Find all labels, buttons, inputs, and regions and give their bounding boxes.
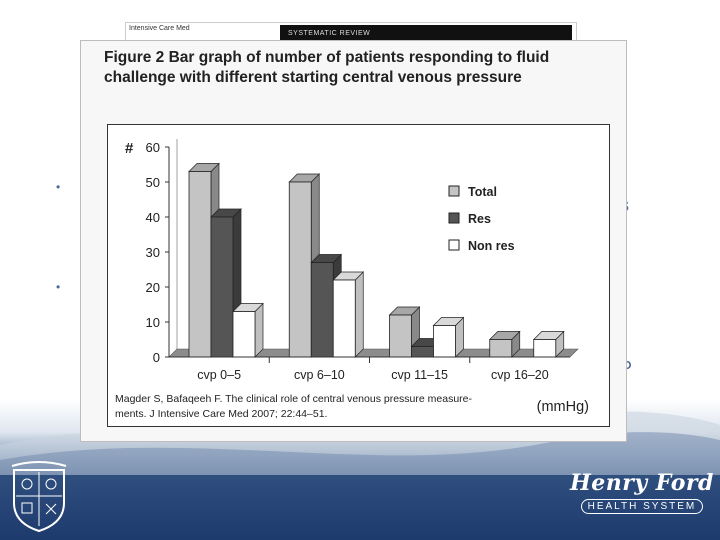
bar-non-res-2-front	[332, 279, 356, 358]
slide-bullet-2: •	[56, 280, 61, 294]
bar-res-1-front	[210, 216, 234, 358]
bar-non-res-2	[332, 271, 365, 358]
bar-total-4	[488, 330, 521, 358]
figure-title: Figure 2 Bar graph of number of patients…	[104, 49, 550, 86]
x-tick-label-2: cvp 6–10	[294, 368, 345, 382]
henry-ford-health-system-logo: Henry Ford HEALTH SYSTEM	[570, 470, 714, 514]
bar-total-1-front	[188, 171, 212, 358]
bar-total-2-front	[288, 181, 312, 358]
y-tick-label-60: 60	[146, 140, 160, 155]
y-tick-label-40: 40	[146, 210, 160, 225]
legend-label-non-res: Non res	[468, 239, 515, 253]
bar-res-2-front	[310, 262, 334, 358]
journal-name: Intensive Care Med	[129, 25, 190, 32]
x-tick-label-4: cvp 16–20	[491, 368, 549, 382]
legend-label-res: Res	[468, 212, 491, 226]
journal-banner: SYSTEMATIC REVIEW	[280, 25, 572, 42]
bar-res-3-front	[411, 346, 434, 358]
y-tick-label-30: 30	[146, 245, 160, 260]
y-tick-label-20: 20	[146, 280, 160, 295]
figure-citation-line2: ments. J Intensive Care Med 2007; 22:44–…	[115, 408, 327, 420]
legend-label-total: Total	[468, 185, 497, 199]
logo-subtitle-text: HEALTH SYSTEM	[580, 499, 704, 514]
logo-script-text: Henry Ford	[570, 470, 714, 496]
y-axis-label: #	[125, 140, 134, 157]
bar-non-res-1	[232, 302, 264, 358]
y-tick-label-50: 50	[146, 175, 160, 190]
bar-non-res-1-side	[254, 302, 264, 358]
bar-non-res-1-front	[232, 311, 256, 358]
y-tick-label-0: 0	[153, 350, 160, 365]
slide-bullet-1: •	[56, 180, 61, 194]
x-tick-label-3: cvp 11–15	[391, 368, 448, 382]
legend-swatch-res	[448, 212, 460, 224]
legend-swatch-total	[448, 185, 460, 197]
bar-non-res-3-front	[433, 325, 456, 358]
legend-swatch-non-res	[448, 239, 460, 251]
bar-total-4-front	[489, 339, 513, 358]
y-tick-label-10: 10	[146, 315, 160, 330]
bar-non-res-4-front	[533, 339, 557, 358]
bar-total-3-front	[389, 314, 412, 358]
bar-non-res-3	[432, 316, 465, 358]
bar-chart: Total Res Non res 0 10 20 30 40 50 60 # cvp 0–5 cvp…	[115, 139, 589, 420]
x-tick-label-1: cvp 0–5	[197, 368, 241, 382]
figure-citation-line1: Magder S, Bafaqeeh F. The clinical role …	[115, 393, 472, 405]
bar-non-res-4	[532, 330, 565, 358]
x-axis-unit-label: (mmHg)	[537, 399, 589, 415]
bar-non-res-2-side	[354, 271, 364, 358]
henry-ford-crest-logo	[11, 461, 67, 533]
